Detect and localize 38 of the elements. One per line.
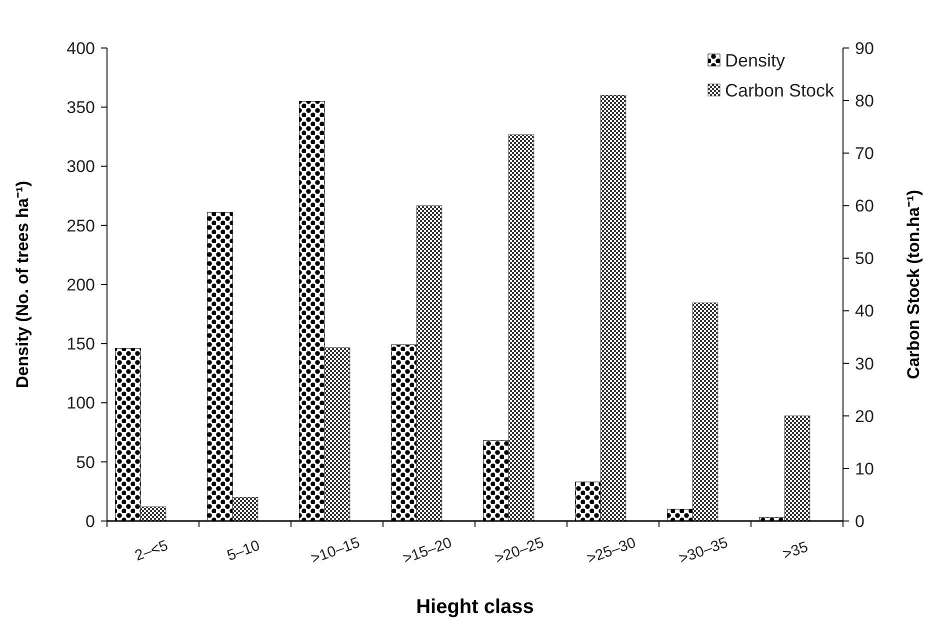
y-tick-label: 200 [66,275,95,294]
bar [508,134,534,522]
bar [140,506,166,522]
y-tick-label: 350 [66,98,95,118]
y-tick-label: 0 [86,512,95,531]
y2-tick-label: 10 [855,459,874,478]
legend-label: Carbon Stock [725,80,836,100]
y-tick-label: 150 [66,334,95,354]
x-axis-title: Hieght class [416,596,534,618]
y2-tick-label: 90 [855,38,874,58]
bar [232,497,258,522]
y2-tick-label: 50 [855,249,874,268]
x-tick-label: 5–10 [224,537,262,564]
y-axis-title: Density (No. of trees ha⁻¹) [13,180,32,388]
y2-tick-label: 0 [855,512,864,531]
y-tick-label: 250 [66,216,95,236]
y2-tick-label: 60 [855,196,874,216]
y2-tick-label: 40 [855,302,874,321]
x-tick-label: >35 [780,538,810,564]
x-tick-label: >15–20 [400,534,454,568]
x-tick-label: 2–<5 [132,537,170,565]
y-tick-label: 50 [76,452,95,472]
x-tick-label: >30–35 [676,534,730,568]
y2-tick-label: 70 [855,144,874,164]
y-tick-label: 400 [66,38,95,58]
bar [784,416,810,522]
y-tick-label: 100 [66,394,95,413]
y2-tick-label: 30 [855,354,874,374]
x-tick-label: >10–15 [308,534,362,568]
y2-tick-label: 20 [855,406,874,426]
x-tick-label: >25–30 [584,534,638,568]
y2-axis-title: Carbon Stock (ton.ha⁻¹) [904,190,923,380]
bar [600,95,626,522]
legend-label: Density [725,50,786,70]
y2-tick-label: 80 [855,92,874,111]
x-tick-label: >20–25 [492,534,546,568]
bar [692,302,718,522]
y-tick-label: 300 [66,157,95,176]
